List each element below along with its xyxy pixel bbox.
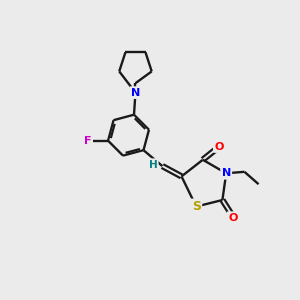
Text: N: N	[221, 168, 231, 178]
Text: F: F	[84, 136, 91, 146]
Text: O: O	[214, 142, 224, 152]
Text: H: H	[148, 160, 157, 170]
Text: N: N	[131, 88, 140, 98]
Text: O: O	[228, 213, 237, 223]
Text: S: S	[192, 200, 201, 213]
